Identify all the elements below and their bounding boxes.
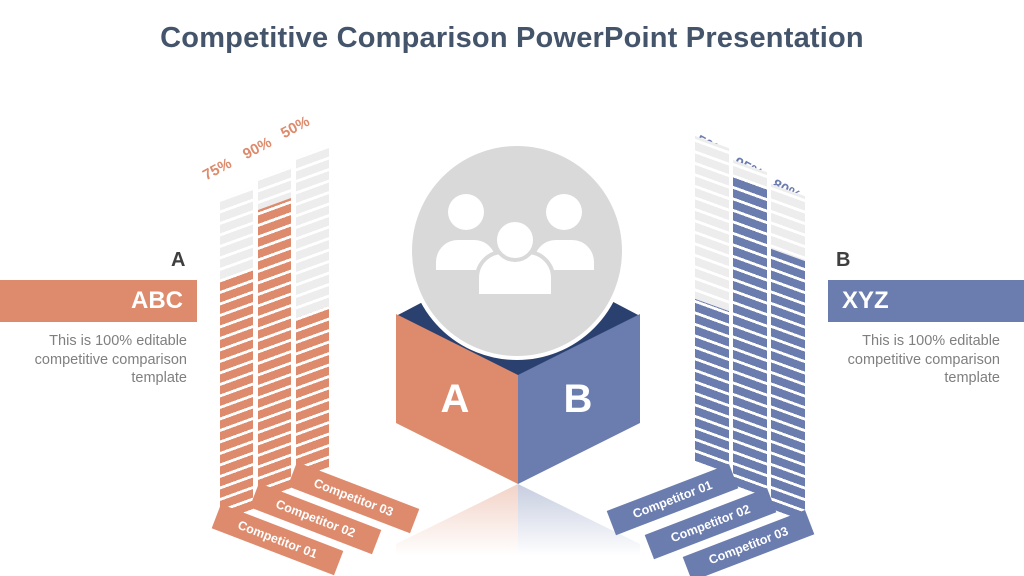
cube-face-b <box>518 314 640 484</box>
people-group-icon <box>436 194 594 298</box>
person-center-head <box>493 218 537 262</box>
description-right: This is 100% editable competitive compar… <box>847 333 1000 386</box>
banner-xyz: XYZ <box>828 280 1024 322</box>
banner-abc: ABC <box>0 280 197 322</box>
cube-reflection-b <box>518 484 640 576</box>
description-left: This is 100% editable competitive compar… <box>34 333 187 386</box>
cube-face-a <box>396 314 518 484</box>
banner-xyz-label: XYZ <box>842 287 889 314</box>
cube-reflection-a <box>396 484 518 576</box>
cube-letter-a: A <box>441 377 470 421</box>
person-left-head <box>448 194 484 230</box>
section-tag-b: B <box>836 249 851 271</box>
slide-title: Competitive Comparison PowerPoint Presen… <box>160 22 864 54</box>
section-tag-a: A <box>171 249 186 271</box>
cube-letter-b: B <box>564 377 593 421</box>
person-right-head <box>546 194 582 230</box>
banner-abc-label: ABC <box>131 287 183 314</box>
